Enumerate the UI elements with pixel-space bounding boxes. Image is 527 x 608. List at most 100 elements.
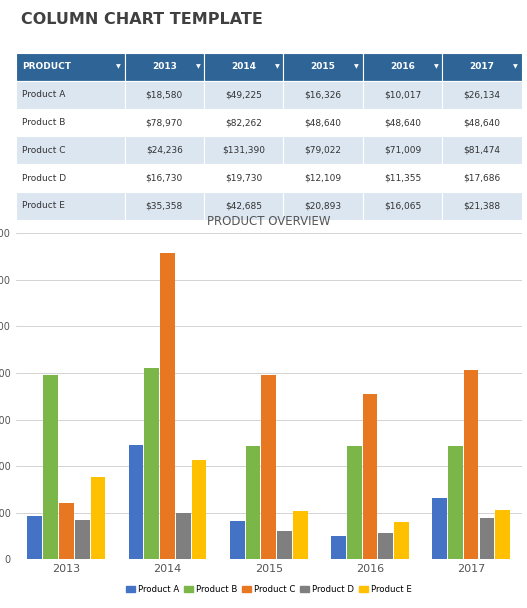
Bar xyxy=(284,81,363,109)
Bar xyxy=(284,136,363,164)
Bar xyxy=(16,109,124,136)
Bar xyxy=(480,518,494,559)
Bar xyxy=(442,109,522,136)
Text: Product C: Product C xyxy=(22,146,65,155)
Text: $48,640: $48,640 xyxy=(464,118,501,127)
Bar xyxy=(284,192,363,219)
Bar xyxy=(176,513,191,559)
Bar xyxy=(363,53,442,81)
Bar xyxy=(124,164,204,192)
Bar xyxy=(293,511,308,559)
Text: ▼: ▼ xyxy=(275,64,280,69)
Bar xyxy=(363,136,442,164)
Text: Product D: Product D xyxy=(22,173,66,182)
Bar xyxy=(16,53,124,81)
Bar xyxy=(124,109,204,136)
Bar xyxy=(363,394,377,559)
Bar xyxy=(204,109,284,136)
Bar xyxy=(261,375,276,559)
Text: Product E: Product E xyxy=(22,201,65,210)
Bar xyxy=(16,192,124,219)
Text: $16,326: $16,326 xyxy=(305,90,341,99)
Bar xyxy=(75,520,90,559)
Bar xyxy=(363,81,442,109)
Text: COLUMN CHART TEMPLATE: COLUMN CHART TEMPLATE xyxy=(21,13,263,27)
Bar xyxy=(347,446,362,559)
Text: 2017: 2017 xyxy=(470,63,494,72)
Bar xyxy=(442,136,522,164)
Bar xyxy=(124,81,204,109)
Text: $48,640: $48,640 xyxy=(305,118,341,127)
Text: 2013: 2013 xyxy=(152,63,177,72)
Bar xyxy=(442,192,522,219)
Bar xyxy=(495,510,510,559)
Bar xyxy=(246,446,260,559)
Text: ▼: ▼ xyxy=(116,64,121,69)
Bar xyxy=(442,81,522,109)
Bar xyxy=(160,254,175,559)
Text: $20,893: $20,893 xyxy=(305,201,341,210)
Text: $79,022: $79,022 xyxy=(305,146,341,155)
Text: $71,009: $71,009 xyxy=(384,146,421,155)
Text: 2015: 2015 xyxy=(311,63,336,72)
Text: PRODUCT: PRODUCT xyxy=(22,63,71,72)
Bar xyxy=(204,136,284,164)
Bar xyxy=(331,536,346,559)
Text: ▼: ▼ xyxy=(355,64,359,69)
Bar xyxy=(363,109,442,136)
Text: Product A: Product A xyxy=(22,90,65,99)
Text: $78,970: $78,970 xyxy=(145,118,183,127)
Bar xyxy=(124,136,204,164)
Text: $18,580: $18,580 xyxy=(145,90,183,99)
Bar xyxy=(204,53,284,81)
Bar xyxy=(464,370,479,559)
Bar xyxy=(16,81,124,109)
Bar xyxy=(442,53,522,81)
Text: $21,388: $21,388 xyxy=(463,201,501,210)
Bar xyxy=(43,375,58,559)
Bar xyxy=(448,446,463,559)
Text: $11,355: $11,355 xyxy=(384,173,421,182)
Bar xyxy=(284,53,363,81)
Bar xyxy=(363,192,442,219)
Text: $12,109: $12,109 xyxy=(305,173,341,182)
Bar xyxy=(192,460,207,559)
Text: $26,134: $26,134 xyxy=(464,90,501,99)
Text: ▼: ▼ xyxy=(434,64,438,69)
Text: $16,730: $16,730 xyxy=(145,173,183,182)
Bar xyxy=(442,164,522,192)
Bar xyxy=(204,81,284,109)
Text: $82,262: $82,262 xyxy=(225,118,262,127)
Text: $17,686: $17,686 xyxy=(463,173,501,182)
Text: $35,358: $35,358 xyxy=(145,201,183,210)
Text: $131,390: $131,390 xyxy=(222,146,265,155)
Bar xyxy=(394,522,409,559)
Legend: Product A, Product B, Product C, Product D, Product E: Product A, Product B, Product C, Product… xyxy=(122,582,415,598)
Text: ▼: ▼ xyxy=(513,64,518,69)
Bar xyxy=(91,477,105,559)
Bar xyxy=(129,444,143,559)
Bar xyxy=(204,192,284,219)
Text: 2014: 2014 xyxy=(231,63,256,72)
Bar xyxy=(204,164,284,192)
Bar xyxy=(230,521,245,559)
Bar xyxy=(16,136,124,164)
Bar xyxy=(59,503,74,559)
Text: $16,065: $16,065 xyxy=(384,201,421,210)
Bar xyxy=(124,53,204,81)
Bar xyxy=(277,531,292,559)
Bar xyxy=(378,533,393,559)
Text: Product B: Product B xyxy=(22,118,65,127)
Bar xyxy=(27,516,42,559)
Bar xyxy=(284,164,363,192)
Text: $24,236: $24,236 xyxy=(146,146,183,155)
Text: $81,474: $81,474 xyxy=(464,146,501,155)
Text: $19,730: $19,730 xyxy=(225,173,262,182)
Text: $48,640: $48,640 xyxy=(384,118,421,127)
Bar xyxy=(16,164,124,192)
Title: PRODUCT OVERVIEW: PRODUCT OVERVIEW xyxy=(207,215,330,228)
Bar xyxy=(124,192,204,219)
Bar xyxy=(432,499,447,559)
Text: $49,225: $49,225 xyxy=(225,90,262,99)
Text: ▼: ▼ xyxy=(196,64,200,69)
